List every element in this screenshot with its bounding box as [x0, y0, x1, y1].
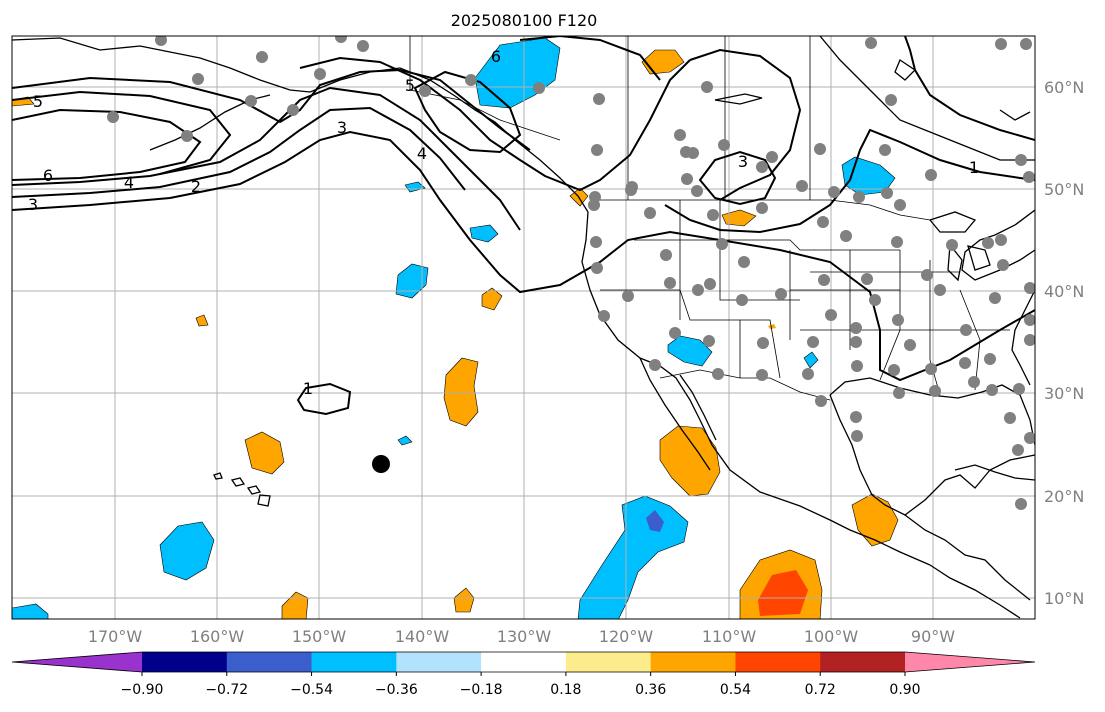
- anomaly-positive-region: [281, 591, 309, 619]
- contour-label: 6: [43, 166, 53, 185]
- anomaly-positive-region: [768, 324, 776, 329]
- colorbar-tick-label: 0.36: [635, 682, 666, 698]
- colorbar-tick-label: 0.90: [889, 682, 920, 698]
- contour-label: 5: [405, 76, 415, 95]
- latitude-labels: 60°N 50°N 40°N 30°N 20°N 10°N: [1044, 78, 1084, 608]
- contour-label: 2: [191, 177, 201, 196]
- colorbar-extend-max: [905, 652, 1035, 672]
- lat-label: 60°N: [1044, 78, 1084, 97]
- map-frame: [11, 35, 1036, 620]
- lon-label: 160°W: [190, 627, 245, 646]
- contour-label: 4: [417, 144, 427, 163]
- colorbar-tick-label: −0.72: [205, 682, 248, 698]
- contour-label: 6: [491, 47, 501, 66]
- graticule: [12, 36, 1035, 619]
- map-area: [12, 36, 1035, 619]
- anomaly-positive-region: [481, 287, 503, 311]
- colorbar-segment: [565, 652, 652, 672]
- colorbar-tick-label: −0.18: [460, 682, 503, 698]
- colorbar-segment: [311, 652, 397, 672]
- colorbar-tick-label: 0.54: [720, 682, 751, 698]
- lon-label: 140°W: [395, 627, 450, 646]
- anomaly-negative-region: [395, 263, 429, 299]
- anomaly-positive-region: [244, 431, 285, 475]
- anomaly-positive-region: [721, 209, 757, 227]
- anomaly-strong-negative-region: [646, 510, 664, 532]
- anomaly-negative-region: [667, 335, 713, 367]
- anomaly-negative-region: [397, 435, 413, 446]
- longitude-labels: 170°W 160°W 150°W 140°W 130°W 120°W 110°…: [88, 627, 955, 646]
- lat-label: 40°N: [1044, 282, 1084, 301]
- colorbar-segment: [142, 652, 228, 672]
- lon-label: 100°W: [804, 627, 859, 646]
- lat-label: 50°N: [1044, 180, 1084, 199]
- colorbar-tick-label: 0.72: [805, 682, 836, 698]
- colorbar-tick-label: −0.36: [375, 682, 418, 698]
- colorbar-tick-label: 0.18: [550, 682, 581, 698]
- lat-label: 30°N: [1044, 384, 1084, 403]
- anomaly-positive-region: [851, 493, 899, 547]
- colorbar: −0.90 −0.72 −0.54 −0.36 −0.18 0.18 0.36 0.54 0.7…: [11, 651, 1036, 698]
- contour-label: 5: [33, 92, 43, 111]
- colorbar-segment: [735, 652, 821, 672]
- anomaly-positive-region: [443, 357, 479, 427]
- lat-label: 20°N: [1044, 487, 1084, 506]
- contour-label: 3: [337, 118, 347, 137]
- anomaly-negative-region: [12, 603, 49, 619]
- political-borders: [409, 36, 1010, 401]
- station-markers: [107, 36, 1035, 510]
- colorbar-segment: [820, 652, 906, 672]
- location-marker: [372, 455, 390, 473]
- lat-label: 10°N: [1044, 589, 1084, 608]
- anomaly-positive-region: [659, 425, 721, 497]
- lon-label: 150°W: [292, 627, 347, 646]
- lon-label: 110°W: [702, 627, 757, 646]
- contour-label: 4: [124, 173, 134, 192]
- contour-labels: 5 6 3 4 2 5 6 3 4 3 1 1: [28, 47, 979, 398]
- contour-label: 1: [969, 158, 979, 177]
- colorbar-segment: [650, 652, 736, 672]
- anomaly-positive-region: [195, 314, 209, 327]
- anomaly-positive-region: [453, 587, 475, 613]
- colorbar-tick-label: −0.90: [121, 682, 164, 698]
- contours: [12, 36, 1035, 416]
- contour-label: 3: [738, 152, 748, 171]
- lon-label: 120°W: [599, 627, 654, 646]
- colorbar-segment: [396, 652, 482, 672]
- colorbar-extend-min: [12, 652, 142, 672]
- lon-label: 130°W: [497, 627, 552, 646]
- lon-label: 90°W: [911, 627, 955, 646]
- anomaly-negative-region: [803, 351, 819, 369]
- colorbar-tick-label: −0.54: [290, 682, 333, 698]
- lon-label: 170°W: [88, 627, 143, 646]
- contour-label: 3: [28, 195, 38, 214]
- colorbar-segment: [481, 652, 567, 672]
- anomaly-negative-region: [159, 521, 215, 581]
- contour-label: 1: [303, 379, 313, 398]
- anomaly-negative-region: [469, 224, 499, 243]
- anomaly-positive-region: [641, 49, 685, 75]
- figure-title: 2025080100 F120: [451, 11, 598, 30]
- anomaly-strong-positive-region: [758, 570, 808, 616]
- colorbar-segment: [226, 652, 313, 672]
